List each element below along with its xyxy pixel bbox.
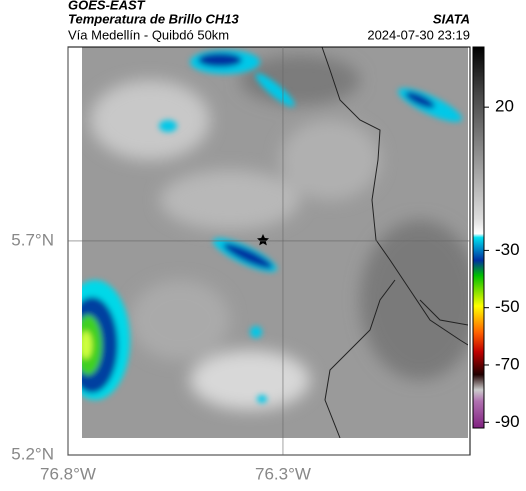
- colorbar-label: 20: [495, 97, 514, 116]
- x-tick-label: 76.8°W: [40, 464, 96, 483]
- colorbar-label: -50: [495, 297, 520, 316]
- x-tick-label: 76.3°W: [255, 464, 311, 483]
- subtitle: Vía Medellín - Quibdó 50km: [68, 27, 229, 42]
- colorbar: [472, 46, 485, 429]
- colorbar-label: -70: [495, 354, 520, 373]
- source: GOES-EAST: [68, 0, 146, 12]
- location-marker: [257, 234, 269, 246]
- y-tick-label: 5.2°N: [11, 444, 54, 463]
- colorbar-label: -30: [495, 240, 520, 259]
- satellite-image: [82, 47, 468, 438]
- colorbar-label: -90: [495, 412, 520, 431]
- axes: 76.8°W 76.3°W 5.7°N 5.2°N 20 -30 -50 -70 -90: [11, 47, 520, 483]
- brand: SIATA: [433, 11, 470, 26]
- border: [324, 279, 468, 438]
- title: Temperatura de Brillo CH13: [68, 11, 240, 26]
- y-tick-label: 5.7°N: [11, 230, 54, 249]
- timestamp: 2024-07-30 23:19: [367, 27, 470, 42]
- border: [321, 47, 468, 346]
